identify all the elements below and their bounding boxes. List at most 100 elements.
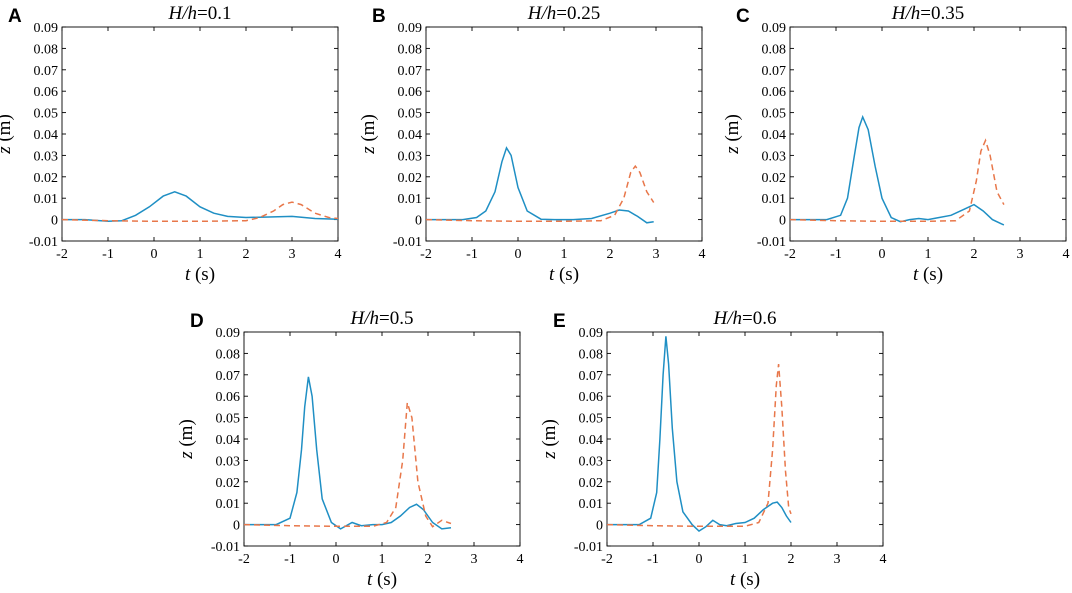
- panel-b-ytick-label: 0.08: [398, 42, 423, 57]
- panel-e-ytick-label: 0.04: [579, 433, 604, 448]
- panel-d-ytick-label: 0.04: [216, 433, 241, 448]
- panel-a-ytick-label: 0: [51, 214, 58, 229]
- panel-b-series-dashed: [425, 164, 655, 223]
- panel-a-ylabel: z (m): [0, 114, 15, 155]
- panel-d-ytick-label: 0: [233, 519, 240, 534]
- panel-c-xtick-label: -1: [830, 247, 842, 262]
- panel-d: D H/h=0.5 -2 -1 0 1 2 3 4 -0.01 0 0.01 0.02 0.03 0.04 0…: [176, 308, 524, 590]
- panel-b-xtick-label: 3: [653, 247, 660, 262]
- panel-e-ytick-label: 0.06: [579, 390, 604, 405]
- panel-b-ytick-label: 0.04: [398, 128, 423, 143]
- panel-b: B H/h=0.25 -2 -1 0 1 2 3 4 -0.01 0 0.01 0.02 0.03 0.04…: [358, 3, 706, 285]
- panel-a-title: H/h=0.1: [168, 3, 232, 24]
- panel-b-ytick-label: 0.06: [398, 85, 423, 100]
- panel-d-series-solid: [244, 376, 452, 530]
- panel-d-title: H/h=0.5: [350, 308, 414, 329]
- panel-a-letter: A: [8, 6, 22, 27]
- panel-a-xtick-label: -2: [56, 247, 68, 262]
- panel-a-ytick-label: 0.02: [34, 171, 59, 186]
- panel-b-ytick-label: 0.03: [398, 149, 423, 164]
- panel-d-plot-frame: [243, 331, 521, 547]
- panel-d-xtick-label: 4: [517, 552, 524, 567]
- panel-b-ytick-label: 0: [415, 214, 422, 229]
- panel-a-xtick-label: 2: [243, 247, 250, 262]
- panel-e-xtick-label: 3: [834, 552, 841, 567]
- panel-e-ytick-label: 0.02: [579, 476, 604, 491]
- panel-a-xtick-label: 4: [335, 247, 342, 262]
- panel-c-ytick-label: -0.01: [757, 235, 786, 250]
- panel-b-ytick-label: 0.02: [398, 171, 423, 186]
- panel-e-ytick-label: -0.01: [574, 540, 603, 555]
- panel-c-series-dashed: [789, 138, 1005, 223]
- panel-e-ytick-label: 0.08: [579, 347, 604, 362]
- panel-d-ytick-label: 0.01: [216, 497, 241, 512]
- panel-d-series-dashed: [243, 402, 452, 528]
- panel-b-xlabel: t (s): [549, 264, 579, 285]
- panel-e-ylabel: z (m): [539, 419, 560, 460]
- panel-a-plot-frame: [61, 26, 339, 242]
- panel-d-xtick-label: 2: [425, 552, 432, 567]
- panel-b-xtick-label: 1: [561, 247, 568, 262]
- panel-b-ytick-label: 0.07: [398, 64, 423, 79]
- panel-a-ytick-label: 0.01: [34, 192, 59, 207]
- panel-c-xtick-label: 2: [971, 247, 978, 262]
- panel-c-ytick-label: 0.09: [762, 21, 787, 36]
- panel-b-xtick-label: 2: [607, 247, 614, 262]
- panel-c-xlabel: t (s): [913, 264, 943, 285]
- panel-a-series-dashed: [61, 201, 339, 223]
- panel-c-ytick-label: 0.04: [762, 128, 787, 143]
- panel-e-ytick-label: 0: [596, 519, 603, 534]
- panel-b-ytick-label: 0.05: [398, 107, 423, 122]
- panel-d-ytick-label: 0.08: [216, 347, 241, 362]
- panel-e-ytick-label: 0.05: [579, 412, 604, 427]
- panel-b-xtick-label: 4: [699, 247, 706, 262]
- panel-c-ytick-label: 0.06: [762, 85, 787, 100]
- panel-d-ytick-label: 0.05: [216, 412, 241, 427]
- panel-c-xtick-label: 4: [1063, 247, 1070, 262]
- panel-a-xtick-label: 0: [151, 247, 158, 262]
- panel-b-ytick-label: 0.09: [398, 21, 423, 36]
- panel-a-xtick-label: -1: [102, 247, 114, 262]
- panel-c-ytick-label: 0.02: [762, 171, 787, 186]
- panel-c-xtick-label: -2: [784, 247, 796, 262]
- panel-b-ytick-label: -0.01: [393, 235, 422, 250]
- panel-d-ytick-label: 0.07: [216, 369, 241, 384]
- panel-d-ytick-label: -0.01: [211, 540, 240, 555]
- panel-a-ytick-label: 0.07: [34, 64, 59, 79]
- panel-c-ytick-label: 0.07: [762, 64, 787, 79]
- panel-d-xtick-label: 3: [471, 552, 478, 567]
- panel-c-series-solid: [790, 114, 1005, 226]
- panel-b-title: H/h=0.25: [527, 3, 600, 24]
- panel-c-title: H/h=0.35: [891, 3, 964, 24]
- panel-c-ytick-label: 0.01: [762, 192, 787, 207]
- panel-d-xtick-label: 1: [379, 552, 386, 567]
- panel-a-xtick-label: 3: [289, 247, 296, 262]
- panel-d-xtick-label: -1: [284, 552, 296, 567]
- panel-e-ytick-label: 0.03: [579, 454, 604, 469]
- panel-e-ytick-label: 0.09: [579, 326, 604, 341]
- panel-d-ytick-label: 0.09: [216, 326, 241, 341]
- panel-e-plot-frame: [606, 331, 884, 547]
- panel-a-ytick-label: 0.04: [34, 128, 59, 143]
- panel-a-ytick-label: 0.06: [34, 85, 59, 100]
- panel-d-ytick-label: 0.06: [216, 390, 241, 405]
- panel-c: C H/h=0.35 -2 -1 0 1 2 3 4 -0.01 0 0.01 0.02 0.03 0.04…: [722, 3, 1070, 285]
- panel-a-ytick-label: -0.01: [29, 235, 58, 250]
- panel-e-series-dashed: [606, 364, 792, 528]
- panel-e-ytick-label: 0.07: [579, 369, 604, 384]
- panel-c-xtick-label: 1: [925, 247, 932, 262]
- panel-e-xlabel: t (s): [730, 569, 760, 590]
- panel-c-letter: C: [736, 6, 750, 27]
- panel-a: A H/h=0.1 -2 -1 0 1 2 3 4 -0.01 0 0.01 0.02 0.03 0.04 0…: [0, 3, 342, 285]
- panel-d-ytick-label: 0.02: [216, 476, 241, 491]
- panel-e-xtick-label: 2: [788, 552, 795, 567]
- panel-c-ytick-label: 0.05: [762, 107, 787, 122]
- panel-b-letter: B: [372, 6, 386, 27]
- panel-e-letter: E: [553, 311, 566, 332]
- panel-d-ytick-label: 0.03: [216, 454, 241, 469]
- panel-e-ytick-label: 0.01: [579, 497, 604, 512]
- panel-b-series-solid: [426, 146, 654, 224]
- panel-d-xlabel: t (s): [367, 569, 397, 590]
- panel-e-xtick-label: -1: [647, 552, 659, 567]
